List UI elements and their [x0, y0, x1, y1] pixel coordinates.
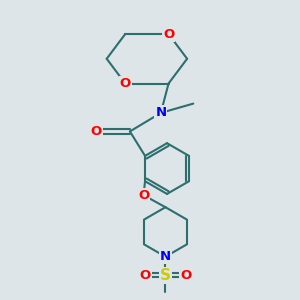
- Text: N: N: [160, 250, 171, 263]
- Text: O: O: [138, 189, 149, 202]
- Text: O: O: [90, 125, 101, 138]
- Text: S: S: [160, 268, 171, 283]
- Text: O: O: [120, 77, 131, 90]
- Text: O: O: [180, 269, 191, 282]
- Text: N: N: [155, 106, 167, 119]
- Text: O: O: [163, 28, 174, 40]
- Text: O: O: [140, 269, 151, 282]
